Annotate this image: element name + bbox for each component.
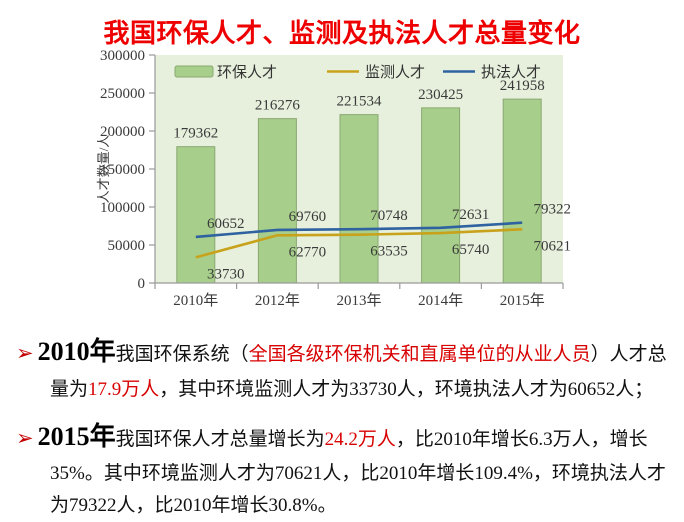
legend-label-monitor: 监测人才 (365, 64, 425, 81)
bullet-text-segment: 24.2万人 (324, 428, 396, 450)
bullet-text-segment: 2015年 (37, 421, 116, 451)
x-axis-label: 2015年 (500, 292, 545, 309)
bar-2014年 (421, 107, 461, 284)
y-tick-label: 250000 (100, 86, 145, 102)
x-axis-label: 2010年 (173, 292, 218, 309)
bar-value-label: 241958 (500, 78, 545, 94)
y-tick-label: 100000 (100, 200, 145, 216)
bullet-arrow-icon: ➢ (16, 425, 34, 450)
monitor-line (195, 228, 523, 259)
y-tick-label: 150000 (100, 162, 145, 178)
bullet-text-segment: ）人才总量为 (50, 344, 667, 400)
enforcement-value-label: 69760 (289, 209, 327, 225)
bar-value-label: 216276 (255, 98, 301, 114)
enforcement-line (195, 221, 523, 239)
bar-2010年 (176, 146, 216, 284)
bar-2015年 (502, 98, 542, 284)
enforcement-value-label: 60652 (207, 216, 245, 232)
monitor-value-label: 62770 (289, 244, 327, 260)
monitor-value-label: 70621 (533, 238, 571, 254)
monitor-value-label: 33730 (207, 266, 245, 282)
bullet-text-segment: ，其中环境监测人才为33730人，环境执法人才为60652人； (159, 378, 654, 400)
monitor-value-label: 65740 (452, 242, 490, 258)
enforcement-value-label: 79322 (533, 202, 571, 218)
legend-label-bar: 环保人才 (217, 64, 277, 81)
page-title: 我国环保人才、监测及执法人才总量变化 (103, 18, 581, 48)
bullet-arrow-icon: ➢ (16, 341, 34, 365)
y-tick-label: 50000 (108, 238, 146, 254)
bar-2012年 (257, 118, 297, 284)
legend-label-enforcement: 执法人才 (481, 64, 541, 81)
bar-2013年 (339, 114, 379, 284)
y-tick-label: 300000 (100, 48, 145, 64)
x-axis-label: 2013年 (336, 292, 381, 309)
y-tick-label: 200000 (100, 124, 145, 140)
chart-canvas: 0 50000 100000 150000 200000 250000 300000 2010… (96, 48, 571, 309)
bullet-text-segment: 我国环保人才总量增长为 (115, 428, 325, 450)
y-tick-label: 0 (138, 276, 146, 292)
bar-value-label: 179362 (173, 126, 218, 142)
enforcement-value-label: 72631 (452, 207, 490, 223)
x-axis-label: 2012年 (255, 292, 300, 309)
bullet-text-segment: 全国各级环保机关和直属单位的从业人员 (248, 344, 591, 365)
bar-value-label: 221534 (337, 94, 383, 110)
bullet-text-segment: 17.9万人 (88, 378, 160, 400)
enforcement-value-label: 70748 (370, 208, 408, 224)
bar-value-label: 230425 (418, 87, 463, 103)
bullet-paragraph-2: ➢ 2015年我国环保人才总量增长为24.2万人，比2010年增长6.3万人，增长… (8, 415, 678, 522)
talent-combo-chart: 0 50000 100000 150000 200000 250000 300000 2010… (95, 48, 670, 320)
legend-bar-swatch (174, 65, 214, 78)
monitor-value-label: 63535 (370, 244, 408, 260)
y-axis-title: 人才数量/人 (96, 135, 111, 204)
bullet-text-segment: 2010年 (37, 337, 116, 366)
bullet-text-segment: 我国环保系统（ (115, 344, 249, 365)
bullet-paragraph-1: ➢ 2010年我国环保系统（全国各级环保机关和直属单位的从业人员）人才总量为17.… (8, 330, 678, 406)
summary-bullets: ➢ 2010年我国环保系统（全国各级环保机关和直属单位的从业人员）人才总量为17.… (8, 330, 678, 522)
x-axis-label: 2014年 (418, 292, 463, 309)
